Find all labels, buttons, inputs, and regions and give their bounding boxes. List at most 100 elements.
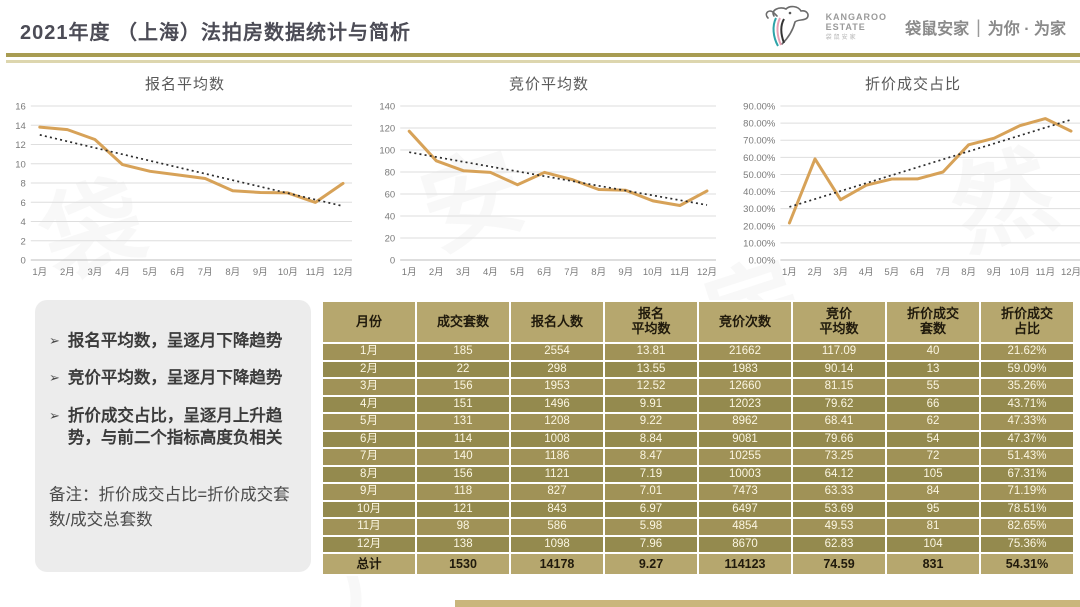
table-cell: 1208 (509, 412, 605, 432)
notes-panel: ➢ 报名平均数，呈逐月下降趋势 ➢ 竞价平均数，呈逐月下降趋势 ➢ 折价成交占比… (35, 300, 311, 572)
table-cell: 1530 (415, 552, 511, 576)
x-tick-label: 2月 (808, 267, 823, 278)
bullet-arrow-icon: ➢ (49, 333, 60, 348)
table-cell: 9月 (321, 482, 417, 502)
table-cell: 53.69 (791, 499, 887, 519)
table-cell: 298 (509, 359, 605, 379)
x-tick-label: 7月 (564, 267, 579, 278)
table-cell: 114 (415, 429, 511, 449)
y-tick-label: 50.00% (743, 170, 776, 181)
x-tick-label: 4月 (115, 267, 130, 278)
table-cell: 95 (885, 499, 981, 519)
chart-registrations: 报名平均数 0 2 4 6 8 10 12 14 16 1月 2月 3月 4月 5月 6月 7月 8月 9月 10月… (10, 73, 360, 284)
table-cell: 7473 (697, 482, 793, 502)
table-cell: 72 (885, 447, 981, 467)
y-tick-label: 20.00% (743, 221, 776, 232)
table-cell: 1月 (321, 342, 417, 362)
table-cell: 62 (885, 412, 981, 432)
table-row: 10月 121 843 6.97 6497 53.69 95 78.51% (321, 499, 1075, 519)
column-header: 折价成交 套数 (885, 300, 981, 344)
chart-svg-bids: 0 20 40 60 80 100 120 140 1月 2月 3月 4月 5月 6月 7月 8月 9月 10月 1… (379, 102, 717, 279)
note-bullet-3: ➢ 折价成交占比，呈逐月上升趋势，与前二个指标高度负相关 (49, 405, 295, 450)
x-tick-label: 11月 (670, 267, 689, 278)
table-cell: 2月 (321, 359, 417, 379)
table-cell: 63.33 (791, 482, 887, 502)
y-tick-label: 30.00% (743, 204, 776, 215)
table-cell: 9.27 (603, 552, 699, 576)
brand-tagline: 袋鼠安家 | 为你 · 为家 (905, 15, 1066, 39)
table-cell: 55 (885, 377, 981, 397)
y-tick-label: 8 (21, 179, 26, 190)
table-row: 2月 22 298 13.55 1983 90.14 13 59.09% (321, 359, 1075, 379)
table-cell: 11月 (321, 517, 417, 537)
table-cell: 4月 (321, 394, 417, 414)
y-tick-label: 120 (379, 124, 395, 135)
x-tick-label: 4月 (483, 267, 498, 278)
y-tick-label: 12 (15, 140, 26, 151)
y-tick-label: 6 (21, 198, 26, 209)
table-cell: 9.22 (603, 412, 699, 432)
x-tick-label: 9月 (618, 267, 633, 278)
x-tick-label: 3月 (833, 267, 848, 278)
y-tick-label: 2 (21, 236, 26, 247)
table-cell: 6.97 (603, 499, 699, 519)
brand-text: KANGAROO ESTATE 袋鼠安家 (825, 11, 888, 41)
y-tick-label: 60 (385, 190, 396, 201)
x-tick-label: 4月 (859, 267, 874, 278)
y-tick-label: 90.00% (743, 102, 776, 113)
table-cell: 1953 (509, 377, 605, 397)
x-tick-label: 7月 (936, 267, 951, 278)
table-body: 1月 185 2554 13.81 21662 117.09 40 21.62% 2月 22 298… (321, 342, 1075, 576)
table-cell: 2554 (509, 342, 605, 362)
data-line (38, 125, 345, 204)
trendline (789, 118, 1072, 208)
data-table: 月份 成交套数 报名人数 报名 平均数 竞价次数 竞价 平均数 折价成交 套数 折价成交 占比… (321, 300, 1075, 576)
y-tick-label: 40 (385, 212, 396, 223)
brand-name-line1: KANGAROO (825, 11, 888, 22)
table-cell: 82.65% (979, 517, 1075, 537)
footer-strip (455, 600, 1080, 607)
table-cell: 10月 (321, 499, 417, 519)
x-tick-label: 1月 (32, 267, 47, 278)
table-cell: 1496 (509, 394, 605, 414)
table-cell: 9081 (697, 429, 793, 449)
table-cell: 12023 (697, 394, 793, 414)
table-row: 9月 118 827 7.01 7473 63.33 84 71.19% (321, 482, 1075, 502)
table-cell: 21662 (697, 342, 793, 362)
table-cell: 105 (885, 464, 981, 484)
tagline-right: 为你 · 为家 (987, 21, 1066, 38)
note-text: 竞价平均数，呈逐月下降趋势 (67, 369, 283, 388)
table-cell: 156 (415, 377, 511, 397)
x-tick-label: 1月 (402, 267, 417, 278)
table-cell: 121 (415, 499, 511, 519)
table-cell: 47.37% (979, 429, 1075, 449)
table-cell: 54.31% (979, 552, 1075, 576)
slide-header: 2021年度 （上海）法拍房数据统计与简析 KANGAROO ESTATE 袋鼠… (0, 0, 1080, 63)
y-tick-label: 0 (21, 256, 26, 267)
table-cell: 75.36% (979, 534, 1075, 554)
table-cell: 4854 (697, 517, 793, 537)
y-tick-label: 100 (379, 146, 395, 157)
note-text: 报名平均数，呈逐月下降趋势 (67, 332, 283, 350)
table-cell: 59.09% (979, 359, 1075, 379)
table-cell: 3月 (321, 377, 417, 397)
y-tick-label: 0 (390, 256, 395, 267)
title-rule-primary (6, 53, 1080, 57)
table-cell: 62.83 (791, 534, 887, 554)
table-cell: 138 (415, 534, 511, 554)
table-cell: 79.62 (791, 394, 887, 414)
table-cell: 98 (415, 517, 511, 537)
table-cell: 8月 (321, 464, 417, 484)
chart-discount-ratio: 折价成交占比 0.00% 10.00% 20.00% 30.00% 40.00% 50.0… (738, 73, 1080, 284)
table-cell: 35.26% (979, 377, 1075, 397)
table-cell: 68.41 (791, 412, 887, 432)
x-tick-label: 11月 (1036, 267, 1055, 278)
x-tick-label: 11月 (306, 267, 325, 278)
table-cell: 12月 (321, 534, 417, 554)
x-tick-label: 1月 (782, 267, 797, 278)
table-cell: 7月 (321, 447, 417, 467)
y-tick-label: 14 (15, 121, 26, 132)
table-cell: 8962 (697, 412, 793, 432)
x-tick-label: 8月 (591, 267, 606, 278)
table-cell: 22 (415, 359, 511, 379)
